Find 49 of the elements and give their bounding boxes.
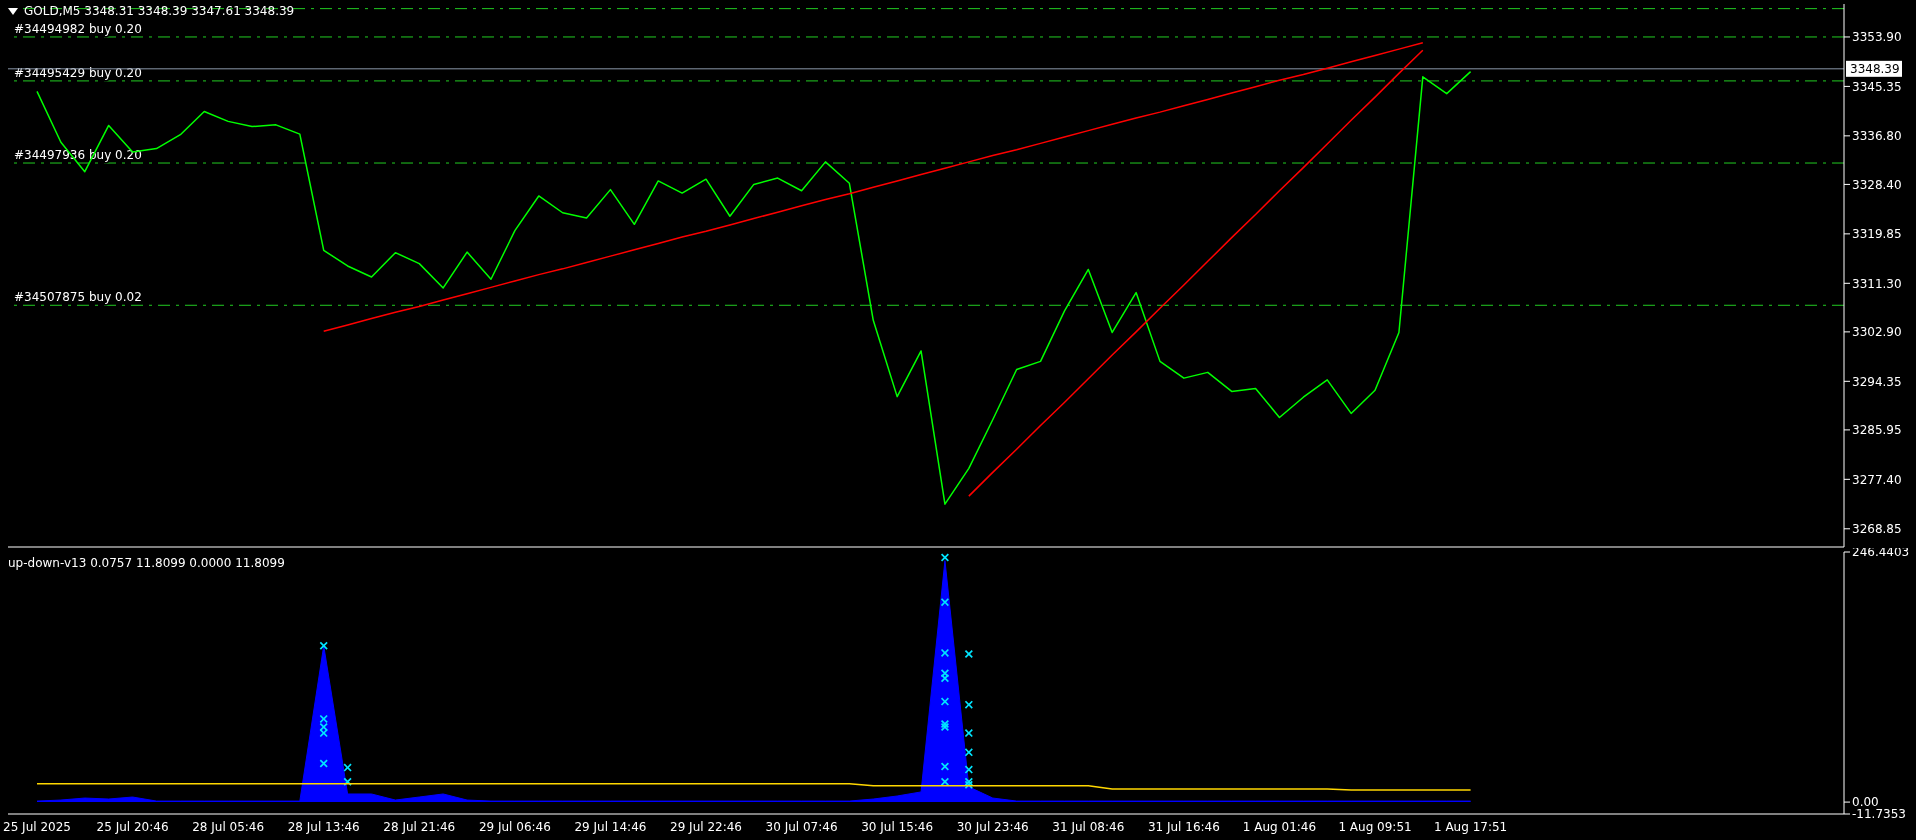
x-tick-label: 31 Jul 16:46 <box>1147 819 1220 834</box>
point <box>964 700 973 709</box>
point <box>319 714 328 723</box>
point <box>940 777 949 786</box>
x-tick-label: 29 Jul 14:46 <box>574 819 647 834</box>
point <box>964 729 973 738</box>
x-tick-label: 1 Aug 17:51 <box>1433 819 1508 834</box>
x-tick-label: 25 Jul 2025 <box>3 819 71 834</box>
y-tick-label: 3319.85 <box>1852 227 1902 242</box>
x-tick-label: 29 Jul 22:46 <box>670 819 742 834</box>
point <box>964 748 973 757</box>
ref-line-label: #34495429 buy 0.20 <box>14 65 142 80</box>
x-tick-label: 29 Jul 06:46 <box>478 819 551 834</box>
y-tick-label: 3353.90 <box>1852 30 1902 45</box>
y-tick-label: 3277.40 <box>1852 472 1902 487</box>
y-tick-label: 3328.40 <box>1852 177 1902 192</box>
point <box>319 641 328 650</box>
line-series <box>322 41 1424 333</box>
point <box>343 763 352 772</box>
x-tick-label: 30 Jul 23:46 <box>956 819 1029 834</box>
ref-line-label: 3348.39 <box>1850 61 1900 76</box>
ref-line-label: #34507875 buy 0.02 <box>14 290 142 305</box>
x-tick-label: 28 Jul 21:46 <box>383 819 456 834</box>
x-tick-label: 28 Jul 05:46 <box>192 819 265 834</box>
line-series <box>968 49 1424 497</box>
ref-line-label: #34494982 buy 0.20 <box>14 21 142 36</box>
y-tick-label: 3285.95 <box>1852 423 1902 438</box>
y-tick-label: 3268.85 <box>1852 522 1902 537</box>
y-tick-label: 246.4403 <box>1852 545 1910 560</box>
y-tick-label: -11.7353 <box>1852 807 1906 822</box>
y-tick-label: 3345.35 <box>1852 79 1902 94</box>
x-tick-label: 1 Aug 01:46 <box>1242 819 1317 834</box>
y-tick-label: 3294.35 <box>1852 374 1902 389</box>
chart-title: GOLD,M5 3348.31 3348.39 3347.61 3348.39 <box>24 4 295 18</box>
x-tick-label: 30 Jul 15:46 <box>861 819 934 834</box>
x-tick-label: 1 Aug 09:51 <box>1338 819 1412 834</box>
point <box>964 649 973 658</box>
y-tick-label: 0.00 <box>1852 795 1879 810</box>
x-tick-label: 31 Jul 08:46 <box>1052 819 1125 834</box>
y-tick-label: 3302.90 <box>1852 325 1902 340</box>
chart-title: up-down-v13 0.0757 11.8099 0.0000 11.8099 <box>8 556 285 570</box>
x-tick-label: 30 Jul 07:46 <box>765 819 838 834</box>
point <box>940 648 949 657</box>
y-tick-label: 3311.30 <box>1852 276 1902 291</box>
x-tick-label: 28 Jul 13:46 <box>287 819 360 834</box>
y-tick-label: 3336.80 <box>1852 129 1902 144</box>
point <box>940 598 949 607</box>
point <box>319 759 328 768</box>
x-tick-label: 25 Jul 20:46 <box>96 819 169 834</box>
